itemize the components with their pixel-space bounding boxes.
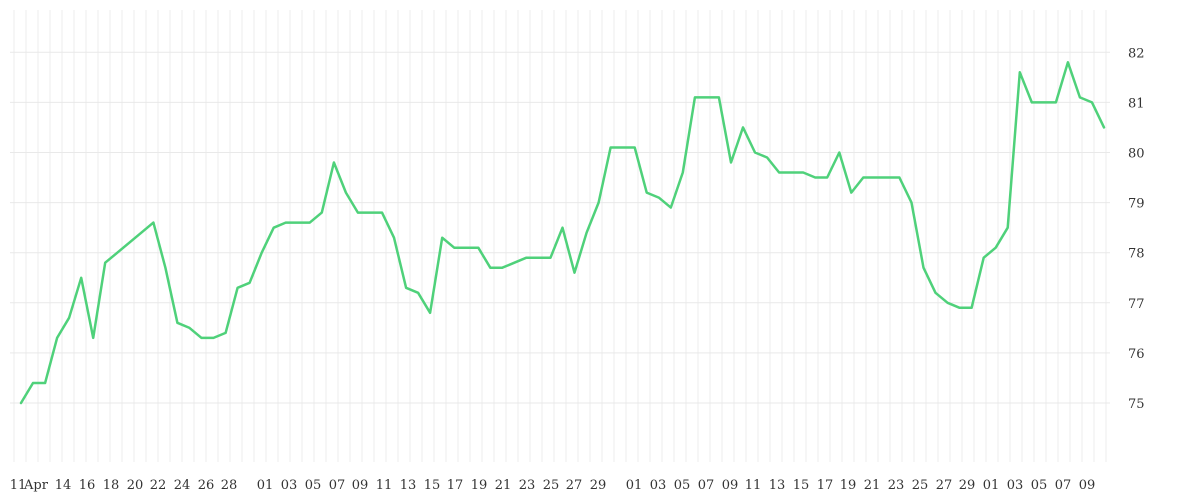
- x-tick-label: 13: [400, 478, 417, 493]
- x-tick-label: 11: [10, 478, 27, 493]
- x-tick-label: 17: [817, 478, 834, 493]
- x-tick-label: 26: [198, 478, 215, 493]
- x-tick-label: 20: [127, 478, 144, 493]
- x-tick-label: 09: [1079, 478, 1096, 493]
- x-tick-label: 23: [519, 478, 536, 493]
- y-tick-label: 82: [1128, 46, 1145, 61]
- y-tick-label: 76: [1128, 347, 1145, 362]
- x-tick-label: 05: [305, 478, 322, 493]
- x-tick-label: 07: [1055, 478, 1072, 493]
- x-tick-label: 25: [543, 478, 560, 493]
- x-tick-label: 24: [174, 478, 191, 493]
- x-tick-label: 05: [1031, 478, 1048, 493]
- x-tick-label: 07: [329, 478, 346, 493]
- x-tick-label: 28: [221, 478, 238, 493]
- x-tick-label: Apr: [23, 478, 49, 493]
- x-tick-label: 21: [495, 478, 512, 493]
- x-tick-label: 14: [55, 478, 72, 493]
- x-tick-label: 01: [983, 478, 1000, 493]
- x-tick-label: 07: [698, 478, 715, 493]
- y-tick-label: 75: [1128, 397, 1145, 412]
- x-tick-label: 21: [864, 478, 881, 493]
- y-tick-label: 81: [1128, 96, 1145, 111]
- x-tick-label: 13: [769, 478, 786, 493]
- x-tick-label: 17: [447, 478, 464, 493]
- x-tick-label: 09: [352, 478, 369, 493]
- x-tick-label: 11: [376, 478, 393, 493]
- x-tick-label: 27: [566, 478, 583, 493]
- y-tick-label: 78: [1128, 247, 1145, 262]
- x-tick-label: 01: [626, 478, 643, 493]
- x-tick-label: 03: [650, 478, 667, 493]
- x-tick-label: 22: [150, 478, 167, 493]
- x-tick-label: 01: [257, 478, 274, 493]
- y-axis-tick-labels: 75 76 77 78 79 80 81 82: [1128, 46, 1145, 412]
- x-tick-label: 23: [888, 478, 905, 493]
- x-tick-label: 11: [745, 478, 762, 493]
- x-tick-label: 29: [590, 478, 607, 493]
- x-tick-label: 27: [936, 478, 953, 493]
- x-tick-label: 09: [722, 478, 739, 493]
- x-tick-label: 03: [281, 478, 298, 493]
- y-tick-label: 79: [1128, 197, 1145, 212]
- x-tick-label: 25: [912, 478, 929, 493]
- x-tick-label: 03: [1007, 478, 1024, 493]
- x-tick-label: 19: [840, 478, 857, 493]
- x-tick-label: 29: [959, 478, 976, 493]
- x-tick-label: 15: [424, 478, 441, 493]
- x-tick-label: 05: [674, 478, 691, 493]
- x-tick-label: 16: [79, 478, 96, 493]
- x-tick-label: 18: [103, 478, 120, 493]
- x-tick-label: 15: [793, 478, 810, 493]
- y-tick-label: 80: [1128, 147, 1145, 162]
- series-line: [19, 61, 1106, 405]
- x-tick-label: 19: [471, 478, 488, 493]
- horizontal-gridlines: [10, 51, 1110, 404]
- y-tick-label: 77: [1128, 297, 1145, 312]
